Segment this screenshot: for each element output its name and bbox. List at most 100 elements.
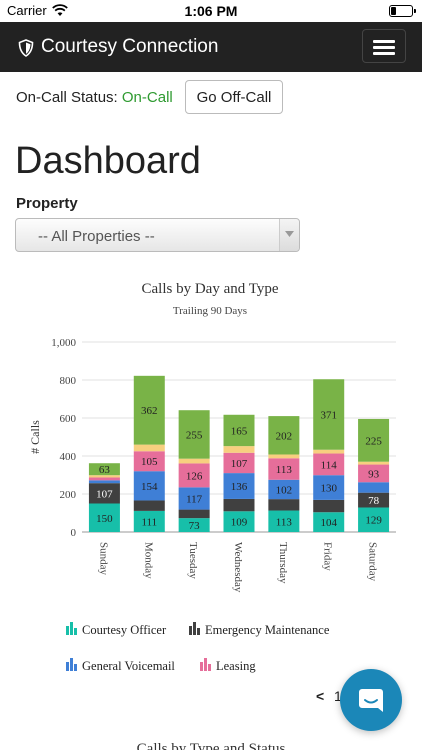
bar-segment[interactable] — [133, 471, 165, 501]
bar-segment[interactable] — [313, 453, 345, 476]
bar-segment[interactable] — [313, 475, 345, 500]
bar-data-label: 225 — [365, 435, 382, 447]
bar-segment[interactable] — [268, 458, 300, 480]
bar-segment[interactable] — [358, 418, 390, 462]
select-arrow[interactable] — [279, 219, 299, 251]
bar-data-label: 63 — [99, 464, 111, 476]
bar-data-label: 117 — [186, 493, 203, 505]
bar-segment[interactable] — [223, 446, 255, 453]
hamburger-icon-bar — [373, 46, 395, 49]
bar-segment[interactable] — [223, 452, 255, 474]
bar-segment[interactable] — [88, 477, 120, 481]
bar-segment[interactable] — [313, 499, 345, 513]
bar-segment[interactable] — [358, 461, 390, 465]
bar-data-label: 255 — [186, 429, 203, 441]
property-label: Property — [16, 195, 78, 212]
legend-swatch — [197, 628, 200, 635]
bar-segment[interactable] — [223, 511, 255, 532]
bar-segment[interactable] — [313, 379, 345, 450]
bar-segment[interactable] — [358, 464, 390, 483]
x-tick-label: Thursday — [277, 542, 289, 584]
bar-data-label: 93 — [368, 468, 380, 480]
y-tick-label: 800 — [60, 375, 77, 387]
chat-launcher-button[interactable] — [340, 669, 402, 731]
chart-title: Calls by Day and Type — [142, 281, 279, 297]
bar-data-label: 78 — [368, 495, 380, 507]
legend-swatch — [74, 664, 77, 671]
on-call-state: On-Call — [121, 89, 173, 106]
legend-item[interactable]: General Voicemail — [66, 658, 175, 673]
y-tick-label: 200 — [60, 489, 77, 501]
chart-subtitle: Trailing 90 Days — [173, 305, 247, 317]
bar-data-label: 165 — [231, 425, 248, 437]
x-tick-label: Friday — [322, 542, 334, 571]
bar-segment[interactable] — [358, 492, 390, 508]
chart-bars: 150 107 63 111 154 105 362 73 117 126 255 109 136 107… — [88, 375, 390, 533]
bar-data-label: 129 — [365, 515, 382, 527]
bar-data-label: 126 — [186, 470, 203, 482]
bar-segment[interactable] — [268, 499, 300, 511]
bar-segment[interactable] — [223, 498, 255, 512]
bar-data-label: 154 — [141, 481, 158, 493]
bar-segment[interactable] — [133, 500, 165, 511]
bar-segment[interactable] — [88, 483, 120, 504]
legend-label: Leasing — [216, 659, 256, 673]
legend-page-prev-button[interactable]: < — [316, 688, 325, 704]
bar-segment[interactable] — [88, 463, 120, 476]
brand-title[interactable]: Courtesy Connection — [41, 36, 219, 57]
clock: 1:06 PM — [184, 3, 238, 19]
bar-data-label: 105 — [141, 456, 158, 468]
on-call-label: On-Call Status: — [16, 89, 118, 106]
bar-segment[interactable] — [268, 454, 300, 459]
legend-swatch — [208, 664, 211, 671]
x-tick-label: Saturday — [367, 542, 379, 582]
bar-segment[interactable] — [178, 463, 210, 488]
bar-data-label: 136 — [231, 481, 248, 493]
bar-segment[interactable] — [313, 512, 345, 532]
bar-segment[interactable] — [178, 410, 210, 459]
bar-segment[interactable] — [178, 458, 210, 464]
y-tick-label: 600 — [60, 413, 77, 425]
bar-segment[interactable] — [178, 518, 210, 532]
next-chart-title: Calls by Type and Status — [136, 741, 286, 750]
bar-data-label: 107 — [231, 458, 248, 470]
legend-label: Courtesy Officer — [82, 623, 167, 637]
bar-segment[interactable] — [268, 416, 300, 455]
bar-segment[interactable] — [133, 375, 165, 445]
bar-data-label: 73 — [189, 520, 201, 532]
x-tick-label: Wednesday — [232, 542, 244, 593]
bar-segment[interactable] — [133, 451, 165, 472]
bar-segment[interactable] — [88, 475, 120, 478]
legend-swatch — [189, 626, 192, 635]
y-tick-label: 0 — [71, 527, 77, 539]
legend-item[interactable]: Courtesy Officer — [66, 622, 167, 637]
bar-segment[interactable] — [268, 479, 300, 500]
legend-swatch — [74, 628, 77, 635]
bar-data-label: 111 — [141, 516, 157, 528]
status-bar: Carrier 1:06 PM — [0, 0, 422, 22]
chart-legend[interactable]: Courtesy Officer Emergency Maintenance Gen… — [66, 622, 330, 673]
property-select[interactable]: -- All Properties -- — [15, 218, 300, 252]
bar-segment[interactable] — [358, 507, 390, 532]
go-off-call-button[interactable]: Go Off-Call — [185, 80, 283, 114]
page-title: Dashboard — [15, 140, 201, 182]
legend-swatch — [204, 658, 207, 671]
bar-segment[interactable] — [88, 503, 120, 533]
bar-segment[interactable] — [268, 510, 300, 532]
bar-segment[interactable] — [223, 414, 255, 447]
legend-swatch — [193, 622, 196, 635]
x-tick-label: Tuesday — [187, 542, 199, 579]
bar-segment[interactable] — [133, 510, 165, 532]
legend-item[interactable]: Emergency Maintenance — [189, 622, 330, 637]
bar-segment[interactable] — [88, 480, 120, 484]
bar-segment[interactable] — [133, 444, 165, 452]
navbar: Courtesy Connection — [0, 22, 422, 72]
bar-segment[interactable] — [178, 487, 210, 510]
bar-segment[interactable] — [313, 449, 345, 454]
bar-segment[interactable] — [358, 482, 390, 493]
bar-segment[interactable] — [223, 473, 255, 499]
menu-toggle-button[interactable] — [362, 29, 406, 63]
bar-segment[interactable] — [178, 509, 210, 519]
y-tick-label: 1,000 — [51, 337, 76, 349]
legend-item[interactable]: Leasing — [200, 658, 256, 673]
